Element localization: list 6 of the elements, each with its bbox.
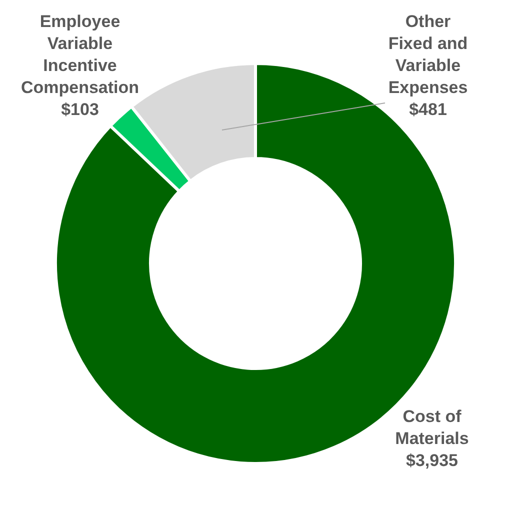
data-label: $103 [61, 100, 99, 119]
data-label: $3,935 [406, 451, 458, 470]
data-label: $481 [409, 100, 447, 119]
slice-label: Other Fixed and Variable Expenses [388, 12, 468, 97]
slice-label: Employee Variable Incentive Compensation [20, 12, 140, 97]
slice-label: Cost of Materials [395, 407, 469, 448]
